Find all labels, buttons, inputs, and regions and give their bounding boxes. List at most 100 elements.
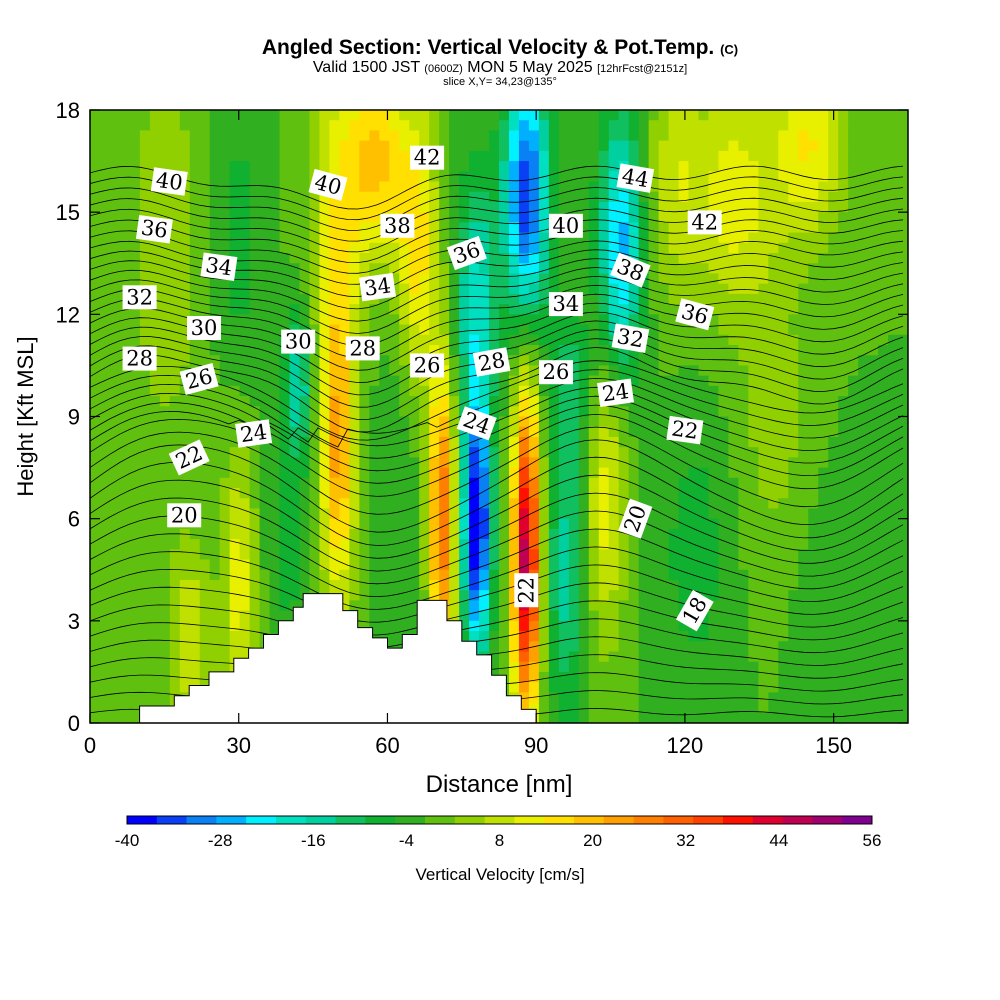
field-cell [249,222,261,234]
field-cell [219,457,231,469]
field-cell [818,253,829,264]
field-cell [518,171,530,183]
field-cell [608,488,620,499]
field-cell [249,498,261,510]
field-cell [888,426,899,438]
field-cell [449,273,460,285]
field-cell [449,130,460,142]
field-cell [618,110,630,121]
field-cell [678,150,690,162]
field-cell [828,385,839,397]
field-cell [99,477,111,489]
field-cell [758,508,769,520]
field-cell [129,365,141,377]
theta-label-box [200,252,238,281]
field-cell [479,283,490,295]
field-cell [389,150,400,162]
field-cell [329,549,340,561]
field-cell [379,334,390,346]
field-cell [419,447,430,458]
field-cell [429,273,440,285]
field-cell [319,579,331,591]
field-cell [209,661,221,673]
field-cell [339,579,350,591]
field-cell [119,242,131,254]
field-cell [738,518,749,530]
field-cell [299,232,311,244]
field-cell [369,171,380,183]
field-cell [838,355,849,367]
field-cell [449,447,460,458]
field-cell [858,590,869,601]
field-cell [878,181,889,193]
field-cell [369,528,380,540]
field-cell [259,191,271,203]
field-cell [728,283,740,295]
field-cell [838,120,849,132]
field-cell [618,344,630,356]
field-cell [848,631,859,642]
theta-isentrope [90,395,904,472]
field-cell [359,120,370,132]
field-cell [139,253,151,264]
field-cell [399,314,410,326]
field-cell [349,140,360,152]
field-cell [798,314,809,326]
field-cell [189,631,201,642]
field-cell [538,539,550,550]
field-cell [808,712,819,723]
field-cell [239,651,251,663]
field-cell [419,579,430,591]
field-cell [429,579,440,591]
field-cell [658,457,670,469]
field-cell [738,334,749,346]
field-cell [678,161,690,172]
field-cell [648,702,660,714]
field-cell [508,590,520,601]
field-cell [139,120,151,132]
field-cell [798,396,809,407]
field-cell [528,610,540,622]
field-cell [728,355,740,367]
field-cell [808,253,819,264]
theta-label-box [122,285,157,310]
field-cell [249,365,261,377]
field-cell [189,600,201,612]
field-cell [99,702,111,714]
field-cell [748,314,759,326]
field-cell [189,181,201,193]
field-cell [608,253,620,264]
field-cell [339,150,350,162]
field-cell [469,191,480,203]
field-cell [449,396,460,407]
field-cell [718,273,730,285]
field-cell [479,600,490,612]
field-cell [858,150,869,162]
field-cell [528,314,540,326]
field-cell [678,528,690,540]
field-cell [558,712,570,723]
field-cell [339,498,350,510]
field-cell [768,314,779,326]
field-cell [409,436,420,448]
field-cell [379,385,390,397]
field-cell [788,242,799,254]
field-cell [219,620,231,632]
field-cell [778,273,789,285]
field-cell [658,263,670,275]
field-cell [818,161,829,172]
field-cell [199,549,211,561]
field-cell [409,324,420,336]
field-cell [349,304,360,315]
field-cell [309,212,321,223]
field-cell [768,671,779,683]
field-cell [538,181,550,193]
field-cell [688,518,700,530]
field-cell [149,528,161,540]
field-cell [898,559,908,571]
field-cell [598,702,610,714]
field-cell [568,549,580,561]
field-cell [898,222,908,234]
field-cell [788,273,799,285]
field-cell [858,549,869,561]
